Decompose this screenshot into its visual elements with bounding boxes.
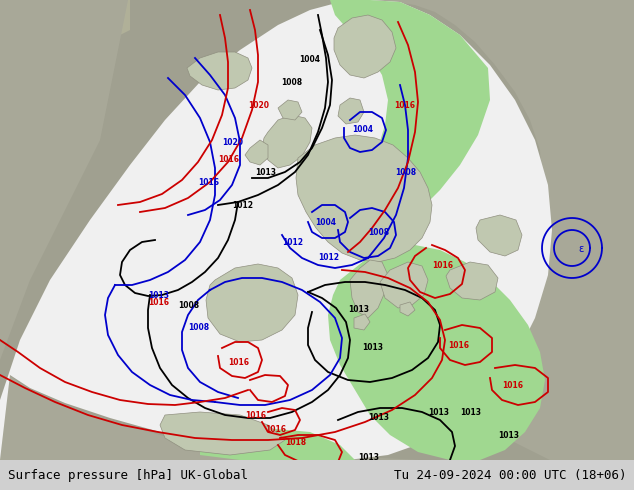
Polygon shape <box>0 0 130 160</box>
Text: 1018: 1018 <box>285 438 306 447</box>
Polygon shape <box>296 135 432 262</box>
Text: 1013: 1013 <box>368 413 389 422</box>
Polygon shape <box>0 0 552 460</box>
Text: 1016: 1016 <box>218 155 239 164</box>
Text: 1013: 1013 <box>148 291 169 300</box>
Text: 1020: 1020 <box>248 101 269 110</box>
Text: 1016: 1016 <box>148 298 169 307</box>
Text: 1013: 1013 <box>460 408 481 417</box>
Polygon shape <box>262 115 312 168</box>
Text: 1012: 1012 <box>318 253 339 262</box>
Polygon shape <box>278 100 302 120</box>
Text: 1013: 1013 <box>428 408 449 417</box>
Text: Tu 24-09-2024 00:00 UTC (18+06): Tu 24-09-2024 00:00 UTC (18+06) <box>394 468 626 482</box>
Text: 1008: 1008 <box>395 168 416 177</box>
Text: 1008: 1008 <box>368 228 389 237</box>
Text: 1016: 1016 <box>228 358 249 367</box>
Polygon shape <box>350 260 388 318</box>
Text: ε: ε <box>578 244 583 254</box>
Polygon shape <box>330 0 490 235</box>
Polygon shape <box>380 262 428 308</box>
Text: 1013: 1013 <box>498 431 519 440</box>
Polygon shape <box>338 98 364 124</box>
Polygon shape <box>354 314 370 330</box>
Text: Surface pressure [hPa] UK-Global: Surface pressure [hPa] UK-Global <box>8 468 248 482</box>
Text: 1016: 1016 <box>502 381 523 390</box>
Text: 1004: 1004 <box>352 125 373 134</box>
Polygon shape <box>245 140 268 165</box>
Polygon shape <box>334 15 396 78</box>
Polygon shape <box>0 460 634 490</box>
Polygon shape <box>476 215 522 256</box>
Text: 1016: 1016 <box>432 261 453 270</box>
Polygon shape <box>160 412 285 455</box>
Text: 1016: 1016 <box>198 178 219 187</box>
Text: 1016: 1016 <box>448 341 469 350</box>
Polygon shape <box>446 262 498 300</box>
Polygon shape <box>400 302 415 316</box>
Text: 1004: 1004 <box>315 218 336 227</box>
Text: 1008: 1008 <box>188 323 209 332</box>
Text: 1013: 1013 <box>255 168 276 177</box>
Text: 1012: 1012 <box>232 201 253 210</box>
Text: 1016: 1016 <box>394 101 415 110</box>
Text: 1012: 1012 <box>282 238 303 247</box>
Text: 1013: 1013 <box>348 305 369 314</box>
Text: 1020: 1020 <box>222 138 243 147</box>
Text: 1008: 1008 <box>281 78 302 87</box>
Text: 1004: 1004 <box>299 55 321 64</box>
Polygon shape <box>0 0 128 360</box>
Polygon shape <box>200 428 355 460</box>
Text: 1008: 1008 <box>178 301 199 310</box>
Polygon shape <box>187 52 252 90</box>
Polygon shape <box>370 0 634 460</box>
Polygon shape <box>206 264 298 342</box>
Text: 1013: 1013 <box>362 343 383 352</box>
Text: 1013: 1013 <box>358 453 379 462</box>
Text: 1016: 1016 <box>245 411 266 420</box>
Polygon shape <box>0 376 634 490</box>
Text: 1016: 1016 <box>265 425 286 434</box>
Polygon shape <box>328 245 545 460</box>
